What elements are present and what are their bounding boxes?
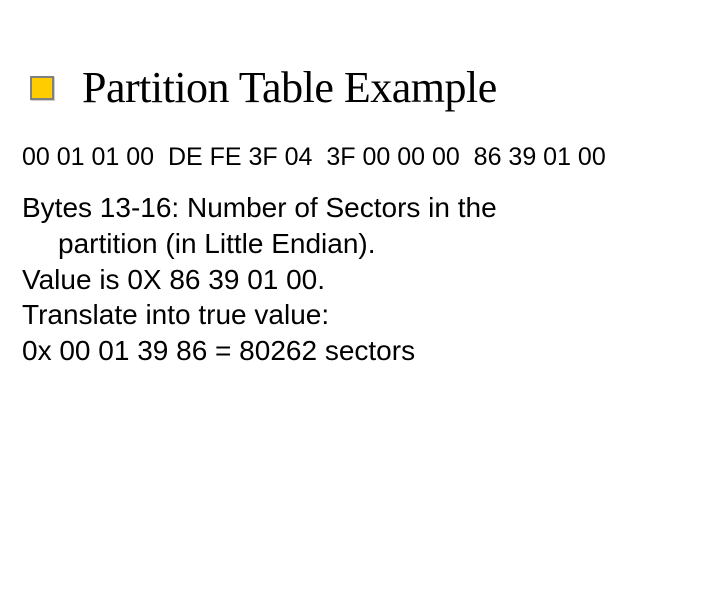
hex-bytes-row: 00 01 01 00 DE FE 3F 04 3F 00 00 00 86 3… bbox=[22, 143, 720, 172]
body-line-1b: partition (in Little Endian). bbox=[22, 226, 682, 262]
body-line-3: Translate into true value: bbox=[22, 297, 682, 333]
bullet-square-icon bbox=[30, 76, 54, 100]
slide-title: Partition Table Example bbox=[82, 62, 497, 113]
title-row: Partition Table Example bbox=[30, 62, 720, 113]
body-line-1: Bytes 13-16: Number of Sectors in the bbox=[22, 190, 682, 226]
body-text: Bytes 13-16: Number of Sectors in the pa… bbox=[22, 190, 682, 369]
body-line-2: Value is 0X 86 39 01 00. bbox=[22, 262, 682, 298]
body-line-4: 0x 00 01 39 86 = 80262 sectors bbox=[22, 333, 682, 369]
slide: Partition Table Example 00 01 01 00 DE F… bbox=[0, 62, 720, 602]
